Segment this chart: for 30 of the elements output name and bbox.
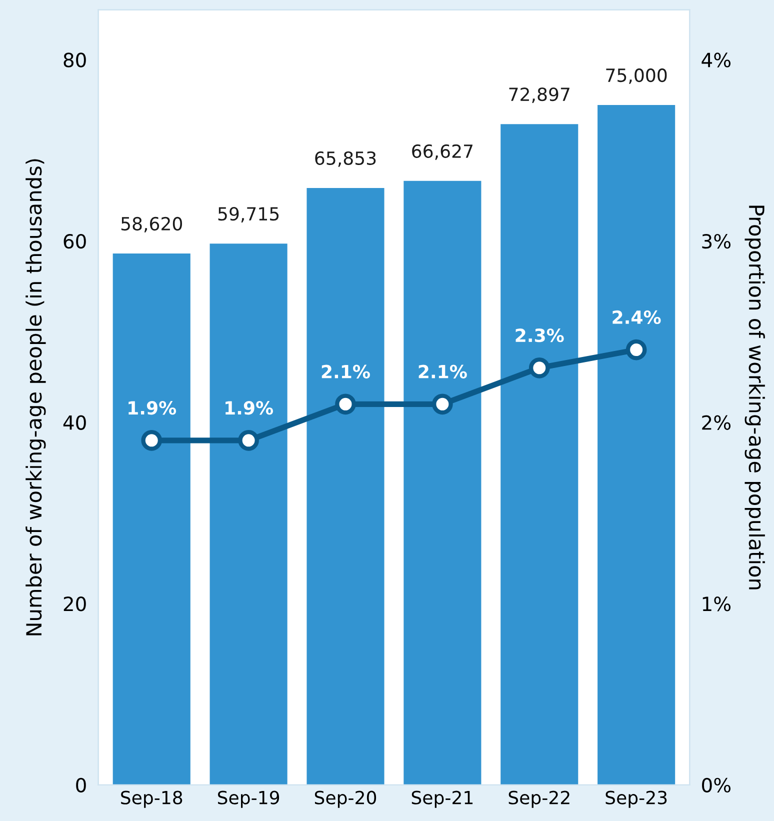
- y2-tick-label: 4%: [702, 52, 731, 68]
- data-label: 2.1%: [418, 364, 467, 378]
- data-label: 2.1%: [322, 364, 370, 378]
- annotation: 75,000: [606, 68, 667, 84]
- annotation: 65,853: [315, 151, 376, 167]
- y-tick-label: 20: [64, 596, 86, 612]
- data-label: 2.4%: [612, 310, 661, 324]
- y-tick-label: 60: [64, 234, 86, 249]
- y2-tick-label: 0%: [702, 778, 731, 793]
- x-tick-label: Sep-20: [314, 790, 376, 808]
- y2-axis-title: Proportion of working-age population: [744, 206, 765, 590]
- annotation: 59,715: [218, 206, 279, 222]
- x-tick-label: Sep-18: [121, 790, 182, 808]
- x-tick-label: Sep-19: [218, 790, 280, 808]
- y-axis-title: Number of working-age people (in thousands): [26, 159, 46, 636]
- y-tick-label: 80: [64, 52, 86, 68]
- y2-tick-label: 2%: [702, 415, 731, 430]
- data-label: 1.9%: [128, 401, 176, 415]
- annotation: 66,627: [412, 144, 472, 160]
- x-tick-label: Sep-23: [606, 790, 667, 808]
- data-label: 1.9%: [226, 401, 274, 415]
- x-tick-label: Sep-22: [508, 790, 570, 808]
- data-label: 2.3%: [516, 328, 564, 342]
- y-tick-label: 40: [63, 415, 86, 430]
- y2-tick-label: 1%: [702, 596, 731, 612]
- annotation: 58,620: [121, 216, 182, 232]
- y2-tick-label: 3%: [702, 234, 731, 249]
- y-tick-label: 0: [76, 778, 86, 793]
- annotation: 72,897: [509, 87, 570, 103]
- x-tick-label: Sep-21: [412, 790, 473, 808]
